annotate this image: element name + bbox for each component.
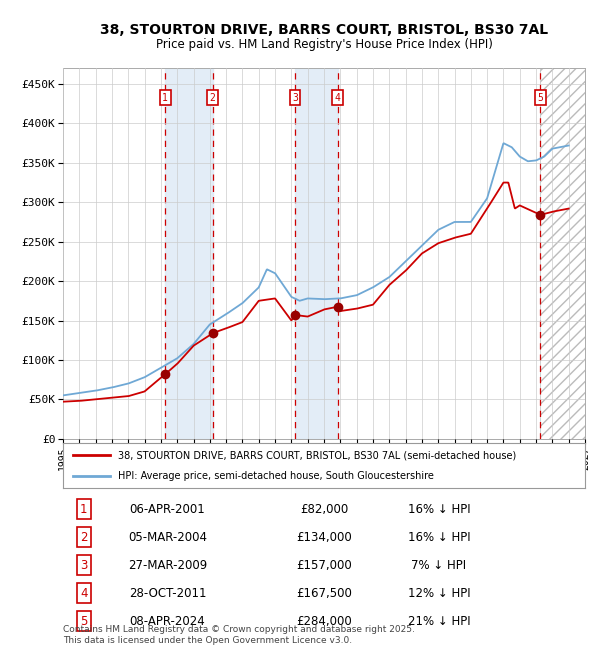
Text: 21% ↓ HPI: 21% ↓ HPI [407, 615, 470, 628]
Text: Price paid vs. HM Land Registry's House Price Index (HPI): Price paid vs. HM Land Registry's House … [155, 38, 493, 51]
Text: 4: 4 [80, 586, 88, 599]
Text: 16% ↓ HPI: 16% ↓ HPI [407, 503, 470, 516]
Text: 38, STOURTON DRIVE, BARRS COURT, BRISTOL, BS30 7AL: 38, STOURTON DRIVE, BARRS COURT, BRISTOL… [100, 23, 548, 37]
Bar [295, 68, 338, 439]
Text: £167,500: £167,500 [296, 586, 352, 599]
Text: 27-MAR-2009: 27-MAR-2009 [128, 558, 207, 572]
Text: 05-MAR-2004: 05-MAR-2004 [128, 530, 207, 543]
Text: 06-APR-2001: 06-APR-2001 [130, 503, 205, 516]
Text: £134,000: £134,000 [296, 530, 352, 543]
Text: 3: 3 [292, 93, 298, 103]
Bar [165, 68, 213, 439]
Text: 2: 2 [80, 530, 88, 543]
Text: 1: 1 [80, 503, 88, 516]
Text: 16% ↓ HPI: 16% ↓ HPI [407, 530, 470, 543]
Text: £284,000: £284,000 [296, 615, 352, 628]
Text: Contains HM Land Registry data © Crown copyright and database right 2025.
This d: Contains HM Land Registry data © Crown c… [63, 625, 415, 645]
Text: 12% ↓ HPI: 12% ↓ HPI [407, 586, 470, 599]
Text: 38, STOURTON DRIVE, BARRS COURT, BRISTOL, BS30 7AL (semi-detached house): 38, STOURTON DRIVE, BARRS COURT, BRISTOL… [118, 450, 516, 460]
Text: 2: 2 [210, 93, 215, 103]
Text: £157,000: £157,000 [296, 558, 352, 572]
Text: 7% ↓ HPI: 7% ↓ HPI [411, 558, 466, 572]
Text: 4: 4 [335, 93, 340, 103]
Bar [541, 68, 585, 439]
Text: 5: 5 [538, 93, 544, 103]
Text: 08-APR-2024: 08-APR-2024 [130, 615, 205, 628]
Text: 28-OCT-2011: 28-OCT-2011 [128, 586, 206, 599]
Text: HPI: Average price, semi-detached house, South Gloucestershire: HPI: Average price, semi-detached house,… [118, 471, 434, 480]
Text: 5: 5 [80, 615, 88, 628]
Text: 3: 3 [80, 558, 88, 572]
Text: 1: 1 [163, 93, 168, 103]
Text: £82,000: £82,000 [300, 503, 348, 516]
